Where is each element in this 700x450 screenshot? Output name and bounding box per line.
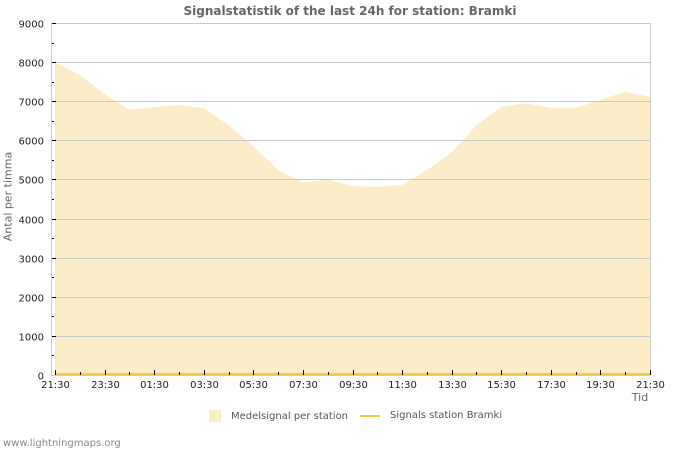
legend-item-average[interactable]: Medelsignal per station	[209, 410, 348, 422]
y-tick-label: 9000	[19, 20, 44, 31]
y-tick-label: 1000	[19, 333, 44, 344]
x-tick-label: 05:30	[239, 380, 268, 391]
x-tick-label: 01:30	[140, 380, 169, 391]
x-tick-label: 19:30	[586, 380, 615, 391]
y-tick-label: 7000	[19, 98, 44, 109]
x-tick-label: 13:30	[438, 380, 467, 391]
x-tick-label: 17:30	[537, 380, 566, 391]
x-tick-label: 21:30	[636, 380, 665, 391]
y-tick-label: 0	[38, 372, 44, 383]
legend-item-station[interactable]: Signals station Bramki	[360, 410, 502, 421]
average-signal-area	[55, 62, 650, 375]
x-axis-label: Tid	[631, 391, 649, 404]
x-tick-label: 23:30	[91, 380, 120, 391]
x-tick-label: 11:30	[388, 380, 417, 391]
y-tick-label: 8000	[19, 59, 44, 70]
chart-plot: 0 1000 2000 3000 4000 5000 6000 7000 8000 9000 21:…	[19, 20, 665, 392]
area-swatch-icon	[209, 410, 221, 422]
y-tick-label: 2000	[19, 294, 44, 305]
x-tick-label: 07:30	[289, 380, 318, 391]
y-tick-label: 6000	[19, 137, 44, 148]
line-swatch-icon	[360, 414, 380, 417]
x-tick-label: 09:30	[339, 380, 368, 391]
legend-label: Medelsignal per station	[231, 410, 349, 422]
y-tick-label: 4000	[19, 216, 44, 227]
legend-label: Signals station Bramki	[390, 410, 503, 421]
x-tick-label: 03:30	[190, 380, 219, 391]
y-tick-label: 5000	[19, 176, 44, 187]
chart-title: Signalstatistik of the last 24h for stat…	[183, 4, 517, 18]
footer-credit: www.lightningmaps.org	[3, 438, 121, 449]
y-tick-label: 3000	[19, 255, 44, 266]
x-tick-label: 21:30	[41, 380, 70, 391]
x-tick-label: 15:30	[487, 380, 516, 391]
